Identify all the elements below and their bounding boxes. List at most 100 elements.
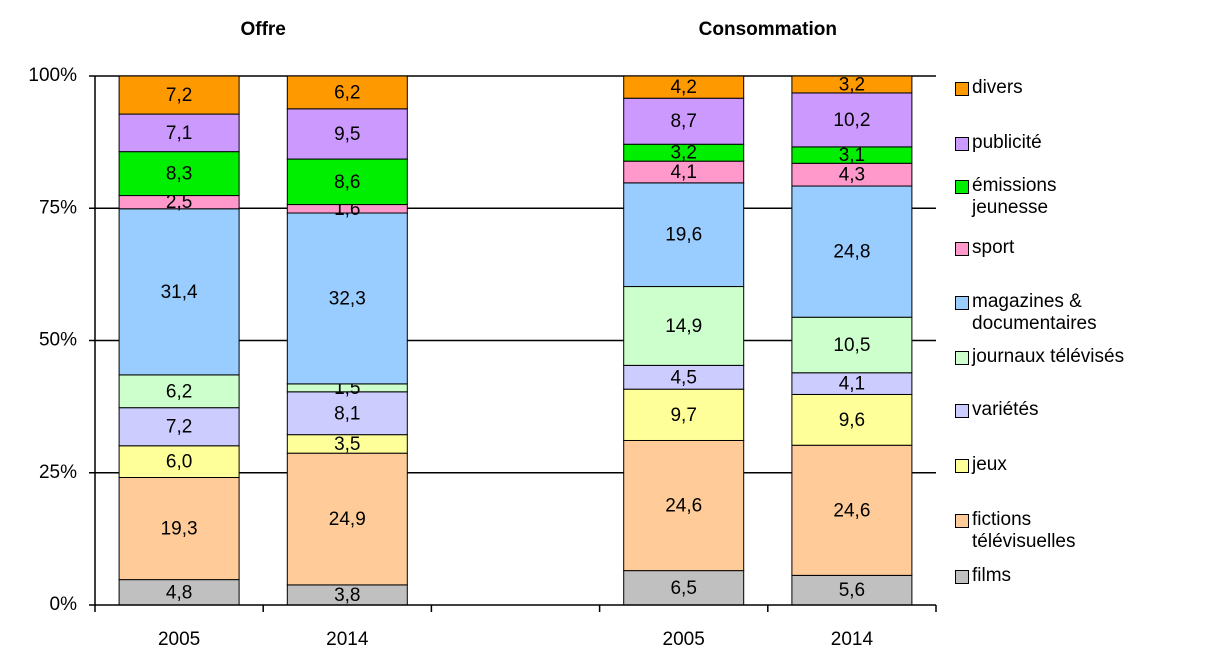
bar-segment bbox=[286, 212, 408, 385]
bar-segment bbox=[623, 439, 745, 572]
data-label: 5,6 bbox=[839, 580, 865, 601]
bar-segment bbox=[286, 158, 408, 206]
bar-segment bbox=[118, 445, 240, 479]
bar-segment bbox=[623, 388, 745, 441]
data-label: 4,1 bbox=[839, 374, 865, 395]
data-label: 4,2 bbox=[670, 77, 696, 98]
data-label: 6,5 bbox=[670, 578, 696, 599]
legend-item: journaux télévisés bbox=[955, 346, 1130, 368]
data-label: 19,3 bbox=[161, 519, 198, 540]
data-label: 9,5 bbox=[334, 124, 360, 145]
legend-item: magazines & documentaires bbox=[955, 291, 1130, 335]
bar-segment bbox=[286, 452, 408, 586]
data-label: 8,1 bbox=[334, 403, 360, 424]
legend-item: jeux bbox=[955, 454, 1130, 476]
legend-item: variétés bbox=[955, 399, 1130, 421]
bar-segment bbox=[791, 92, 913, 148]
group-label: Consommation bbox=[699, 19, 837, 40]
data-label: 24,8 bbox=[833, 242, 870, 263]
legend-swatch bbox=[955, 570, 969, 584]
legend-label: jeux bbox=[972, 454, 1007, 475]
data-label: 6,2 bbox=[166, 381, 192, 402]
legend-label: publicité bbox=[972, 132, 1042, 153]
bar-segment bbox=[118, 151, 240, 197]
data-label: 2,5 bbox=[166, 192, 192, 213]
y-tick-label: 25% bbox=[39, 462, 77, 483]
data-label: 14,9 bbox=[665, 316, 702, 337]
legend-item: publicité bbox=[955, 132, 1130, 154]
legend-item: sport bbox=[955, 237, 1130, 259]
data-label: 7,1 bbox=[166, 123, 192, 144]
data-label: 3,2 bbox=[670, 143, 696, 164]
data-label: 6,2 bbox=[334, 82, 360, 103]
data-label: 3,1 bbox=[839, 145, 865, 166]
data-label: 3,5 bbox=[334, 434, 360, 455]
data-label: 10,2 bbox=[833, 110, 870, 131]
data-label: 3,2 bbox=[839, 74, 865, 95]
data-label: 7,2 bbox=[166, 417, 192, 438]
legend-label: sport bbox=[972, 237, 1015, 258]
bar-segment bbox=[286, 391, 408, 436]
bar-segment bbox=[118, 75, 240, 115]
bar-segment bbox=[791, 574, 913, 606]
bar-segment bbox=[791, 316, 913, 374]
data-label: 10,5 bbox=[833, 335, 870, 356]
data-label: 7,2 bbox=[166, 85, 192, 106]
x-tick-label: 2005 bbox=[663, 629, 705, 650]
legend-label: journaux télévisés bbox=[972, 346, 1125, 367]
legend-label: magazines & documentaires bbox=[972, 291, 1097, 334]
bar-segment bbox=[791, 444, 913, 576]
data-label: 19,6 bbox=[665, 225, 702, 246]
data-label: 4,5 bbox=[670, 367, 696, 388]
legend-label: divers bbox=[972, 77, 1023, 98]
bar-segment bbox=[118, 208, 240, 376]
bar-segment bbox=[623, 97, 745, 145]
bar-segment bbox=[623, 570, 745, 606]
bar-segment bbox=[791, 75, 913, 94]
legend-swatch bbox=[955, 459, 969, 473]
data-label: 3,8 bbox=[334, 585, 360, 606]
data-label: 9,6 bbox=[839, 410, 865, 431]
y-tick-label: 50% bbox=[39, 330, 77, 351]
bar-segment bbox=[623, 182, 745, 288]
y-tick-label: 100% bbox=[28, 65, 77, 86]
y-tick-label: 75% bbox=[39, 197, 77, 218]
data-label: 24,6 bbox=[833, 500, 870, 521]
x-tick-label: 2014 bbox=[326, 629, 369, 650]
legend-label: émissions jeunesse bbox=[972, 175, 1057, 218]
legend-label: variétés bbox=[972, 399, 1039, 420]
data-label: 4,3 bbox=[839, 165, 865, 186]
data-label: 32,3 bbox=[329, 288, 366, 309]
x-tick-label: 2005 bbox=[158, 629, 200, 650]
data-label: 4,8 bbox=[166, 582, 192, 603]
bar-segment bbox=[623, 75, 745, 99]
data-label: 4,1 bbox=[670, 162, 696, 183]
data-label: 8,3 bbox=[166, 164, 192, 185]
group-label: Offre bbox=[240, 19, 285, 40]
legend-swatch bbox=[955, 404, 969, 418]
data-label: 8,7 bbox=[670, 111, 696, 132]
data-label: 24,6 bbox=[665, 496, 702, 517]
legend-item: films bbox=[955, 565, 1130, 587]
legend-swatch bbox=[955, 296, 969, 310]
bar-segment bbox=[118, 113, 240, 153]
legend-swatch bbox=[955, 242, 969, 256]
legend-item: divers bbox=[955, 77, 1130, 99]
legend-swatch bbox=[955, 514, 969, 528]
bar-segment bbox=[286, 75, 408, 110]
x-tick-label: 2014 bbox=[831, 629, 874, 650]
legend-swatch bbox=[955, 180, 969, 194]
data-label: 31,4 bbox=[161, 282, 198, 303]
legend-swatch bbox=[955, 351, 969, 365]
y-tick-label: 0% bbox=[50, 594, 78, 615]
data-label: 9,7 bbox=[670, 405, 696, 426]
bar-segment bbox=[623, 286, 745, 366]
data-label: 6,0 bbox=[166, 452, 192, 473]
legend-label: films bbox=[972, 565, 1012, 586]
data-label: 8,6 bbox=[334, 172, 360, 193]
legend-item: émissions jeunesse bbox=[955, 175, 1130, 219]
legend-label: fictions télévisuelles bbox=[972, 509, 1076, 552]
data-label: 24,9 bbox=[329, 509, 366, 530]
